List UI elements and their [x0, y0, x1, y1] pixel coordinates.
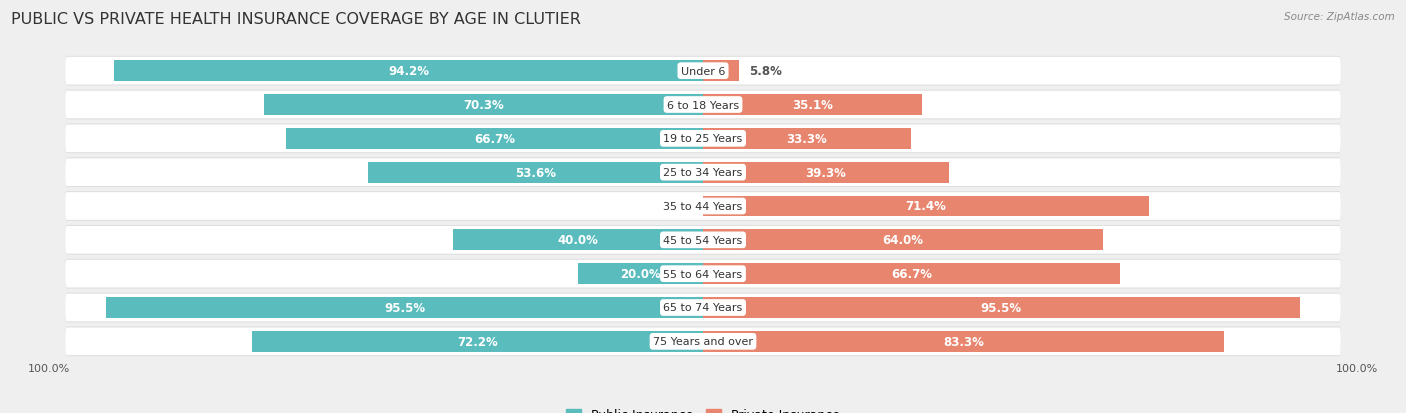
Text: Source: ZipAtlas.com: Source: ZipAtlas.com	[1284, 12, 1395, 22]
FancyBboxPatch shape	[65, 192, 1341, 221]
FancyBboxPatch shape	[65, 192, 1341, 221]
FancyBboxPatch shape	[65, 293, 1341, 323]
Text: 35.1%: 35.1%	[792, 99, 834, 112]
Bar	[264, 95, 703, 116]
Text: 100.0%: 100.0%	[1336, 363, 1378, 373]
Bar	[703, 331, 1223, 352]
FancyBboxPatch shape	[65, 159, 1341, 187]
Text: 39.3%: 39.3%	[806, 166, 846, 179]
FancyBboxPatch shape	[65, 327, 1341, 356]
Text: 95.5%: 95.5%	[981, 301, 1022, 314]
FancyBboxPatch shape	[65, 91, 1341, 119]
FancyBboxPatch shape	[65, 158, 1341, 188]
Bar	[703, 263, 1119, 285]
Text: 40.0%: 40.0%	[558, 234, 599, 247]
FancyBboxPatch shape	[65, 125, 1341, 153]
FancyBboxPatch shape	[65, 328, 1341, 355]
Text: 33.3%: 33.3%	[787, 133, 827, 145]
Bar	[252, 331, 703, 352]
Text: 6 to 18 Years: 6 to 18 Years	[666, 100, 740, 110]
Bar	[114, 61, 703, 82]
Bar	[703, 297, 1299, 318]
Text: 94.2%: 94.2%	[388, 65, 429, 78]
Text: 100.0%: 100.0%	[28, 363, 70, 373]
FancyBboxPatch shape	[65, 90, 1341, 120]
Text: 25 to 34 Years: 25 to 34 Years	[664, 168, 742, 178]
Text: 66.7%: 66.7%	[891, 268, 932, 280]
Text: 53.6%: 53.6%	[515, 166, 555, 179]
Text: 5.8%: 5.8%	[748, 65, 782, 78]
Bar	[703, 230, 1102, 251]
Bar	[107, 297, 703, 318]
Text: 19 to 25 Years: 19 to 25 Years	[664, 134, 742, 144]
Text: 71.4%: 71.4%	[905, 200, 946, 213]
Bar	[703, 95, 922, 116]
Bar	[453, 230, 703, 251]
Text: 0.0%: 0.0%	[661, 200, 693, 213]
FancyBboxPatch shape	[65, 260, 1341, 288]
Text: 45 to 54 Years: 45 to 54 Years	[664, 235, 742, 245]
FancyBboxPatch shape	[65, 58, 1341, 85]
FancyBboxPatch shape	[65, 225, 1341, 255]
FancyBboxPatch shape	[65, 226, 1341, 254]
Bar	[703, 61, 740, 82]
Text: Under 6: Under 6	[681, 66, 725, 76]
Text: 83.3%: 83.3%	[943, 335, 984, 348]
Text: 55 to 64 Years: 55 to 64 Years	[664, 269, 742, 279]
Text: 72.2%: 72.2%	[457, 335, 498, 348]
Text: 65 to 74 Years: 65 to 74 Years	[664, 303, 742, 313]
Text: 75 Years and over: 75 Years and over	[652, 337, 754, 347]
Bar	[703, 196, 1149, 217]
Text: 95.5%: 95.5%	[384, 301, 425, 314]
Text: PUBLIC VS PRIVATE HEALTH INSURANCE COVERAGE BY AGE IN CLUTIER: PUBLIC VS PRIVATE HEALTH INSURANCE COVER…	[11, 12, 581, 27]
Bar	[703, 128, 911, 150]
FancyBboxPatch shape	[65, 57, 1341, 86]
Text: 35 to 44 Years: 35 to 44 Years	[664, 202, 742, 211]
Text: 66.7%: 66.7%	[474, 133, 515, 145]
Text: 64.0%: 64.0%	[883, 234, 924, 247]
Text: 20.0%: 20.0%	[620, 268, 661, 280]
FancyBboxPatch shape	[65, 124, 1341, 154]
FancyBboxPatch shape	[65, 294, 1341, 322]
Bar	[368, 162, 703, 183]
FancyBboxPatch shape	[65, 259, 1341, 289]
Legend: Public Insurance, Private Insurance: Public Insurance, Private Insurance	[561, 404, 845, 413]
Bar	[287, 128, 703, 150]
Bar	[703, 162, 949, 183]
Bar	[578, 263, 703, 285]
Text: 70.3%: 70.3%	[463, 99, 503, 112]
